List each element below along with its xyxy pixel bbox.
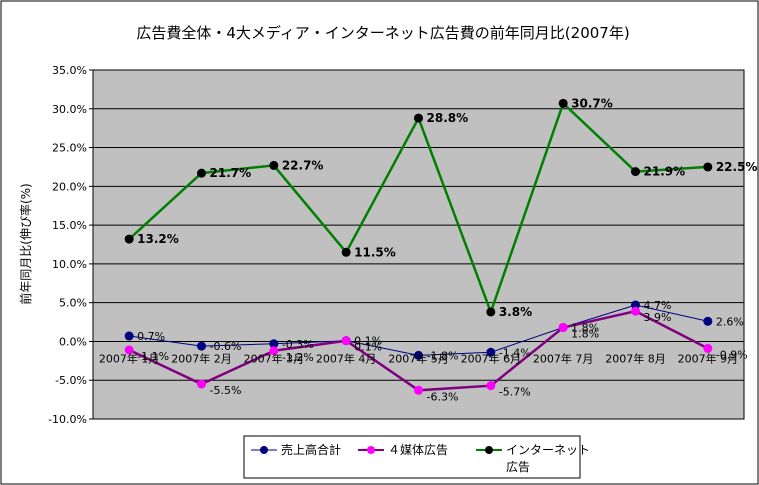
data-label-four-media: 1.8% [571, 327, 599, 340]
y-tick-label: 0.0% [59, 335, 87, 348]
y-axis-ticks: -10.0% -5.0% 0.0% 5.0% 10.0% 15.0% 20.0% 25.0% 3… [48, 64, 93, 426]
legend-marker-4media [367, 446, 375, 454]
data-point-sales-total [414, 350, 423, 360]
x-tick-label: 2007年 3月 [244, 351, 305, 365]
data-label-internet: 21.7% [210, 166, 252, 180]
data-labels: 0.7% -0.6% -0.3% 0.1% -1.8% -1.4% 1.8% 4.7% 2.6%… [137, 96, 757, 403]
plot-area [92, 69, 745, 420]
data-label-internet: 22.7% [282, 158, 324, 172]
x-axis-ticks: 2007年 1月 2007年 2月 2007年 3月 2007年 4月 2007年 5月… [99, 351, 738, 365]
data-point-sales-total [269, 339, 279, 349]
data-point-sales-total [197, 341, 206, 351]
y-tick-label: 15.0% [52, 219, 87, 232]
data-point-sales-total [124, 331, 134, 341]
x-tick-label: 2007年 4月 [316, 351, 377, 365]
data-point-four-media [486, 381, 496, 391]
legend-marker-sales [260, 446, 268, 454]
gridlines [93, 108, 744, 381]
data-point-four-media [269, 346, 279, 356]
y-tick-label: 30.0% [52, 103, 87, 116]
data-point-four-media [631, 306, 640, 316]
data-point-four-media [558, 322, 568, 332]
y-tick-label: 35.0% [52, 64, 87, 77]
data-point-internet [703, 162, 713, 172]
data-label-sales-total: -0.6% [210, 340, 242, 353]
data-label-sales-total: 0.7% [137, 330, 165, 343]
legend-label-internet-2: 広告 [506, 460, 530, 474]
legend-label-internet-1: インターネット [506, 443, 590, 457]
data-point-four-media [703, 343, 713, 353]
y-axis-label: 前年同月比(伸び率(%) [18, 183, 33, 304]
x-tick-label: 2007年 9月 [678, 351, 739, 365]
data-label-internet: 13.2% [137, 232, 179, 246]
x-tick-label: 2007年 8月 [605, 351, 666, 365]
data-point-four-media [124, 345, 134, 355]
data-label-sales-total: -1.8% [427, 349, 459, 362]
data-label-four-media: 0.1% [354, 341, 382, 354]
data-label-sales-total: -0.3% [282, 338, 314, 351]
x-tick-label: 2007年 6月 [461, 351, 522, 365]
data-label-sales-total: 2.6% [716, 315, 744, 328]
y-tick-label: 10.0% [52, 258, 87, 271]
data-point-internet [269, 160, 279, 170]
data-label-sales-total: 0.1% [354, 335, 382, 348]
series-layer [124, 98, 713, 395]
data-point-four-media [341, 336, 351, 346]
legend-marker-internet [485, 446, 493, 454]
data-label-four-media: -5.7% [499, 386, 531, 399]
y-tick-label: 20.0% [52, 180, 87, 193]
data-point-sales-total [703, 316, 713, 326]
data-label-internet: 11.5% [354, 245, 396, 259]
data-label-four-media: 3.9% [644, 311, 672, 324]
y-tick-label: -5.0% [55, 374, 87, 387]
data-label-four-media: -6.3% [427, 390, 459, 403]
x-tick-label: 2007年 7月 [533, 351, 594, 365]
x-tick-label: 2007年 5月 [388, 351, 449, 365]
data-point-internet [558, 98, 568, 108]
data-label-four-media: -5.5% [210, 384, 242, 397]
chart-title: 広告費全体・4大メディア・インターネット広告費の前年同月比(2007年) [136, 24, 629, 42]
data-point-internet [124, 234, 134, 244]
data-point-internet [631, 167, 640, 177]
data-point-four-media [197, 379, 206, 389]
legend-label-4media: ４媒体広告 [388, 443, 448, 457]
data-label-internet: 3.8% [499, 305, 532, 319]
legend-box [243, 435, 581, 479]
data-point-internet [197, 168, 206, 178]
data-label-sales-total: 4.7% [644, 299, 672, 312]
data-label-internet: 28.8% [427, 111, 469, 125]
data-label-internet: 30.7% [571, 96, 613, 110]
data-point-sales-total [631, 300, 640, 310]
data-label-internet: 21.9% [644, 165, 686, 179]
data-label-internet: 22.5% [716, 160, 758, 174]
data-point-internet [341, 247, 351, 257]
data-point-four-media [414, 385, 423, 395]
data-point-sales-total [486, 347, 496, 357]
y-tick-label: -10.0% [48, 413, 87, 426]
legend: 売上高合計 ４媒体広告 インターネット 広告 [243, 435, 590, 479]
y-tick-label: 25.0% [52, 142, 87, 155]
data-label-four-media: -1.2% [282, 351, 314, 364]
x-tick-label: 2007年 2月 [171, 351, 232, 365]
x-tick-label: 2007年 1月 [99, 351, 160, 365]
data-label-sales-total: 1.8% [571, 321, 599, 334]
data-label-four-media: -0.9% [716, 348, 748, 361]
data-point-internet [486, 307, 496, 317]
legend-label-sales: 売上高合計 [281, 442, 341, 457]
data-point-internet [414, 113, 423, 123]
y-tick-label: 5.0% [59, 297, 87, 310]
data-label-sales-total: -1.4% [499, 346, 531, 359]
data-label-four-media: -1.1% [137, 350, 169, 363]
